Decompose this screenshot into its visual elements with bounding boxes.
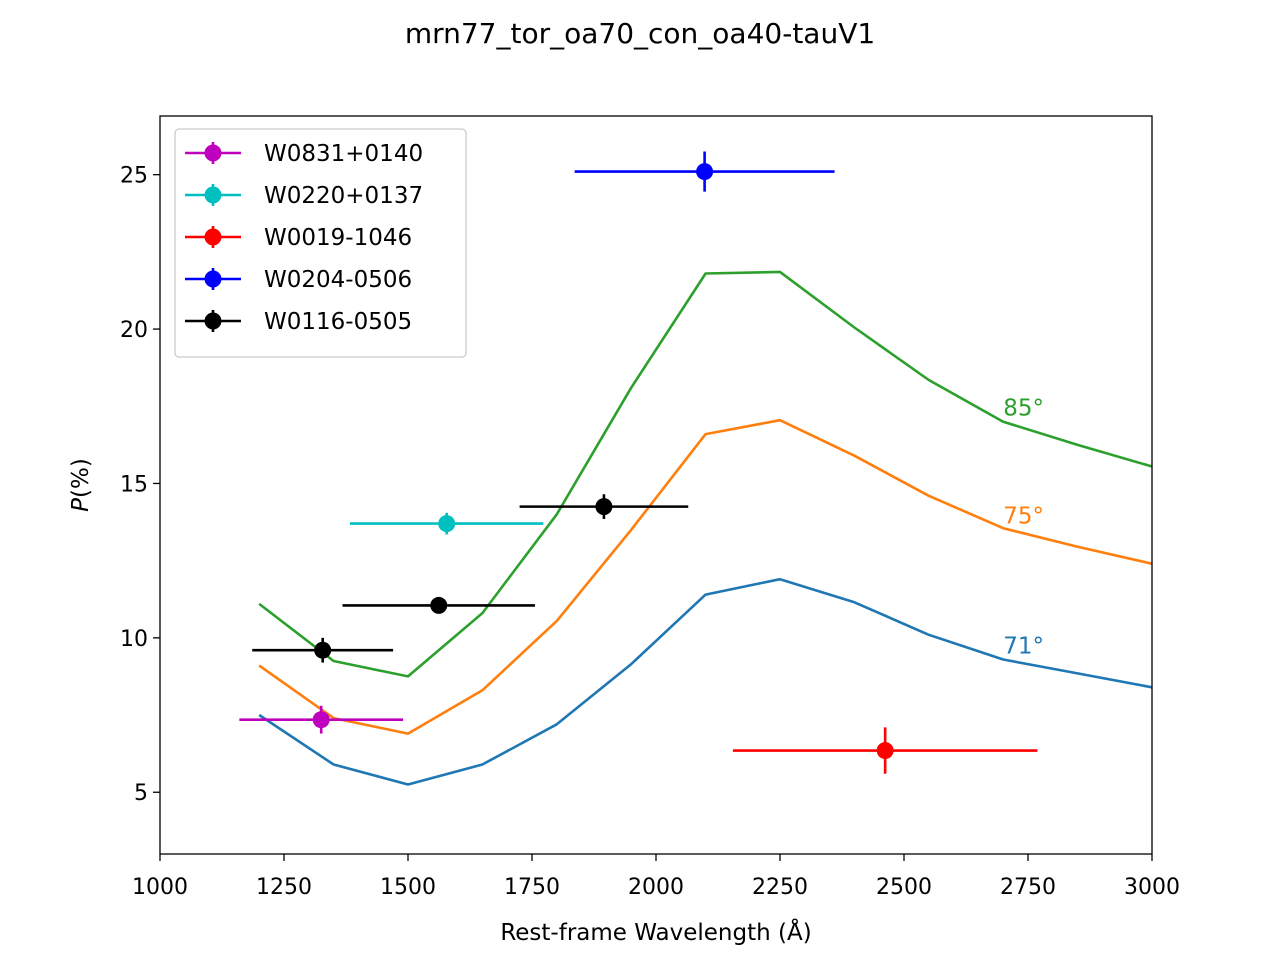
legend-box: [174, 128, 467, 358]
y-tick-label-3: 20: [120, 318, 148, 343]
data-point-3-0: [574, 151, 835, 192]
y-axis-label: P(%): [68, 458, 94, 512]
legend-label: W0831+0140: [264, 141, 423, 167]
legend-entry-0: W0831+0140: [185, 141, 423, 167]
x-tick-label-6: 2500: [876, 875, 932, 900]
curve-label-2: 85°: [1003, 396, 1044, 422]
chart-title: mrn77_tor_oa70_con_oa40-tauV1: [405, 17, 875, 50]
point-marker: [595, 498, 613, 516]
model-curves: [258, 270, 1152, 786]
y-tick-label-2: 15: [120, 472, 148, 497]
data-point-2-0: [732, 727, 1038, 774]
point-marker: [438, 515, 456, 533]
legend-entry-3: W0204-0506: [185, 267, 412, 293]
legend-entry-2: W0019-1046: [185, 225, 412, 251]
x-tick-label-8: 3000: [1124, 875, 1180, 900]
legend-label: W0019-1046: [264, 225, 412, 251]
curve-label-0: 71°: [1003, 633, 1044, 659]
curve-label-1: 75°: [1003, 504, 1044, 530]
x-tick-label-1: 1250: [256, 875, 312, 900]
data-point-4-2: [519, 494, 689, 519]
legend-entry-4: W0116-0505: [185, 309, 412, 335]
point-marker: [312, 711, 330, 729]
model-curve-1: [258, 418, 1152, 735]
legend-label: W0204-0506: [264, 267, 412, 293]
legend: W0831+0140 W0220+0137 W0019-1046 W0204-0506…: [174, 128, 467, 358]
y-tick-label-1: 10: [120, 627, 148, 652]
x-tick-label-5: 2250: [752, 875, 808, 900]
point-marker: [876, 742, 894, 760]
x-tick-label-4: 2000: [628, 875, 684, 900]
x-tick-label-0: 1000: [132, 875, 188, 900]
legend-marker: [204, 186, 222, 204]
model-curve-2: [258, 270, 1152, 678]
data-point-4-0: [252, 637, 394, 663]
model-curve-0: [258, 577, 1152, 786]
legend-marker: [204, 312, 222, 330]
legend-label: W0220+0137: [264, 183, 423, 209]
x-axis-label: Rest-frame Wavelength (Å): [500, 918, 811, 946]
x-tick-label-2: 1500: [380, 875, 436, 900]
legend-label: W0116-0505: [264, 309, 412, 335]
data-points: [239, 151, 1038, 774]
axes: 1000 1250 1500 1750 2000 2250 2500 2750 3000 5 10 1…: [120, 115, 1180, 900]
data-point-1-0: [349, 512, 544, 535]
point-marker: [696, 163, 714, 181]
legend-marker: [204, 270, 222, 288]
data-point-0-0: [239, 705, 404, 734]
y-tick-label-4: 25: [120, 164, 148, 189]
data-point-4-1: [342, 596, 535, 614]
y-tick-label-0: 5: [134, 781, 148, 806]
x-tick-label-7: 2750: [1000, 875, 1056, 900]
point-marker: [314, 641, 332, 659]
legend-marker: [204, 144, 222, 162]
legend-entry-1: W0220+0137: [185, 183, 423, 209]
point-marker: [430, 596, 448, 614]
legend-marker: [204, 228, 222, 246]
x-tick-label-3: 1750: [504, 875, 560, 900]
